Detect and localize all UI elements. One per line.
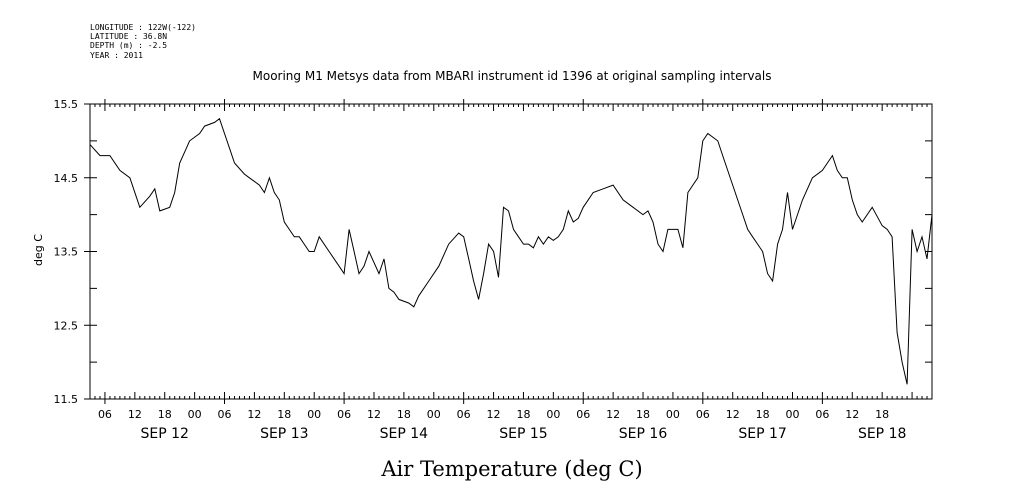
plot-frame (89, 103, 933, 400)
y-tick-label: 14.5 (54, 172, 79, 185)
x-hour-label: 00 (188, 408, 202, 421)
x-hour-label: 06 (576, 408, 590, 421)
x-hour-label: 00 (666, 408, 680, 421)
x-hour-label: 12 (247, 408, 261, 421)
metadata-block: LONGITUDE : 122W(-122) LATITUDE : 36.8N … (90, 23, 196, 60)
x-hour-label: 18 (158, 408, 172, 421)
x-hour-label: 06 (696, 408, 710, 421)
x-hour-label: 12 (487, 408, 501, 421)
x-hour-label: 00 (307, 408, 321, 421)
series-line-air-temperature (89, 117, 933, 385)
x-hour-label: 18 (636, 408, 650, 421)
meta-year: YEAR : 2011 (90, 51, 143, 60)
x-day-label: SEP 12 (141, 426, 189, 442)
x-hour-label: 12 (367, 408, 381, 421)
x-hour-label: 00 (546, 408, 560, 421)
y-tick-label: 12.5 (54, 319, 79, 332)
x-hour-label: 18 (516, 408, 530, 421)
x-day-label: SEP 13 (260, 426, 308, 442)
x-hour-label: 12 (845, 408, 859, 421)
x-hour-label: 06 (337, 408, 351, 421)
y-axis-label: deg C (32, 234, 45, 266)
x-hour-label: 00 (427, 408, 441, 421)
chart-title: Mooring M1 Metsys data from MBARI instru… (253, 69, 772, 83)
x-hour-label: 06 (815, 408, 829, 421)
x-hour-label: 06 (457, 408, 471, 421)
y-tick-label: 15.5 (54, 98, 79, 111)
meta-depth: DEPTH (m) : -2.5 (90, 41, 167, 50)
x-hour-label: 18 (277, 408, 291, 421)
x-hour-label: 12 (128, 408, 142, 421)
meta-longitude: LONGITUDE : 122W(-122) (90, 23, 196, 32)
x-hour-label: 00 (785, 408, 799, 421)
x-hour-label: 06 (218, 408, 232, 421)
x-day-label: SEP 17 (738, 426, 786, 442)
x-day-label: SEP 14 (380, 426, 429, 442)
x-day-label: SEP 18 (858, 426, 906, 442)
x-hour-label: 12 (606, 408, 620, 421)
x-hour-label: 18 (397, 408, 411, 421)
x-day-label: SEP 15 (499, 426, 547, 442)
x-hour-label: 18 (875, 408, 889, 421)
x-hour-label: 18 (756, 408, 770, 421)
x-day-label: SEP 16 (619, 426, 668, 442)
x-axis-label: Air Temperature (deg C) (380, 457, 642, 481)
y-axis: 15.5 14.5 13.5 12.5 11.5 (54, 98, 932, 406)
meta-latitude: LATITUDE : 36.8N (90, 32, 167, 41)
y-tick-label: 11.5 (54, 393, 79, 406)
x-axis: 06 12 18 00 06 12 18 00 06 12 18 00 06 12 18 00 06 12 18 00… (89, 99, 933, 442)
x-hour-label: 12 (726, 408, 740, 421)
x-hour-label: 06 (98, 408, 112, 421)
y-tick-label: 13.5 (54, 246, 79, 259)
